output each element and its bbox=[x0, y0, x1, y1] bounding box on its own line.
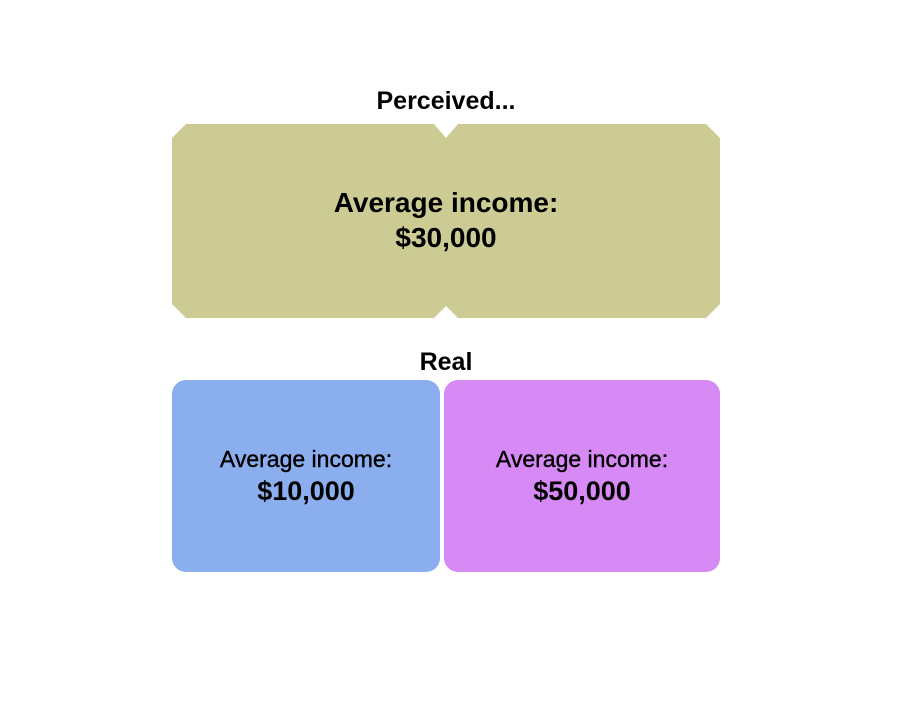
real-income-value-low: $10,000 bbox=[257, 476, 355, 506]
real-income-value-high: $50,000 bbox=[533, 476, 631, 506]
real-income-box-high: Average income: $50,000 bbox=[444, 380, 720, 572]
perceived-title: Perceived... bbox=[376, 87, 516, 115]
real-income-box-low: Average income: $10,000 bbox=[172, 380, 440, 572]
real-income-label-low: Average income: bbox=[219, 446, 393, 472]
perceived-income-label: Average income: bbox=[333, 187, 559, 218]
real-title: Real bbox=[419, 348, 473, 376]
real-income-label-high: Average income: bbox=[495, 446, 669, 472]
perceived-income-box: Average income: $30,000 bbox=[172, 124, 720, 318]
perceived-income-value: $30,000 bbox=[395, 222, 497, 253]
